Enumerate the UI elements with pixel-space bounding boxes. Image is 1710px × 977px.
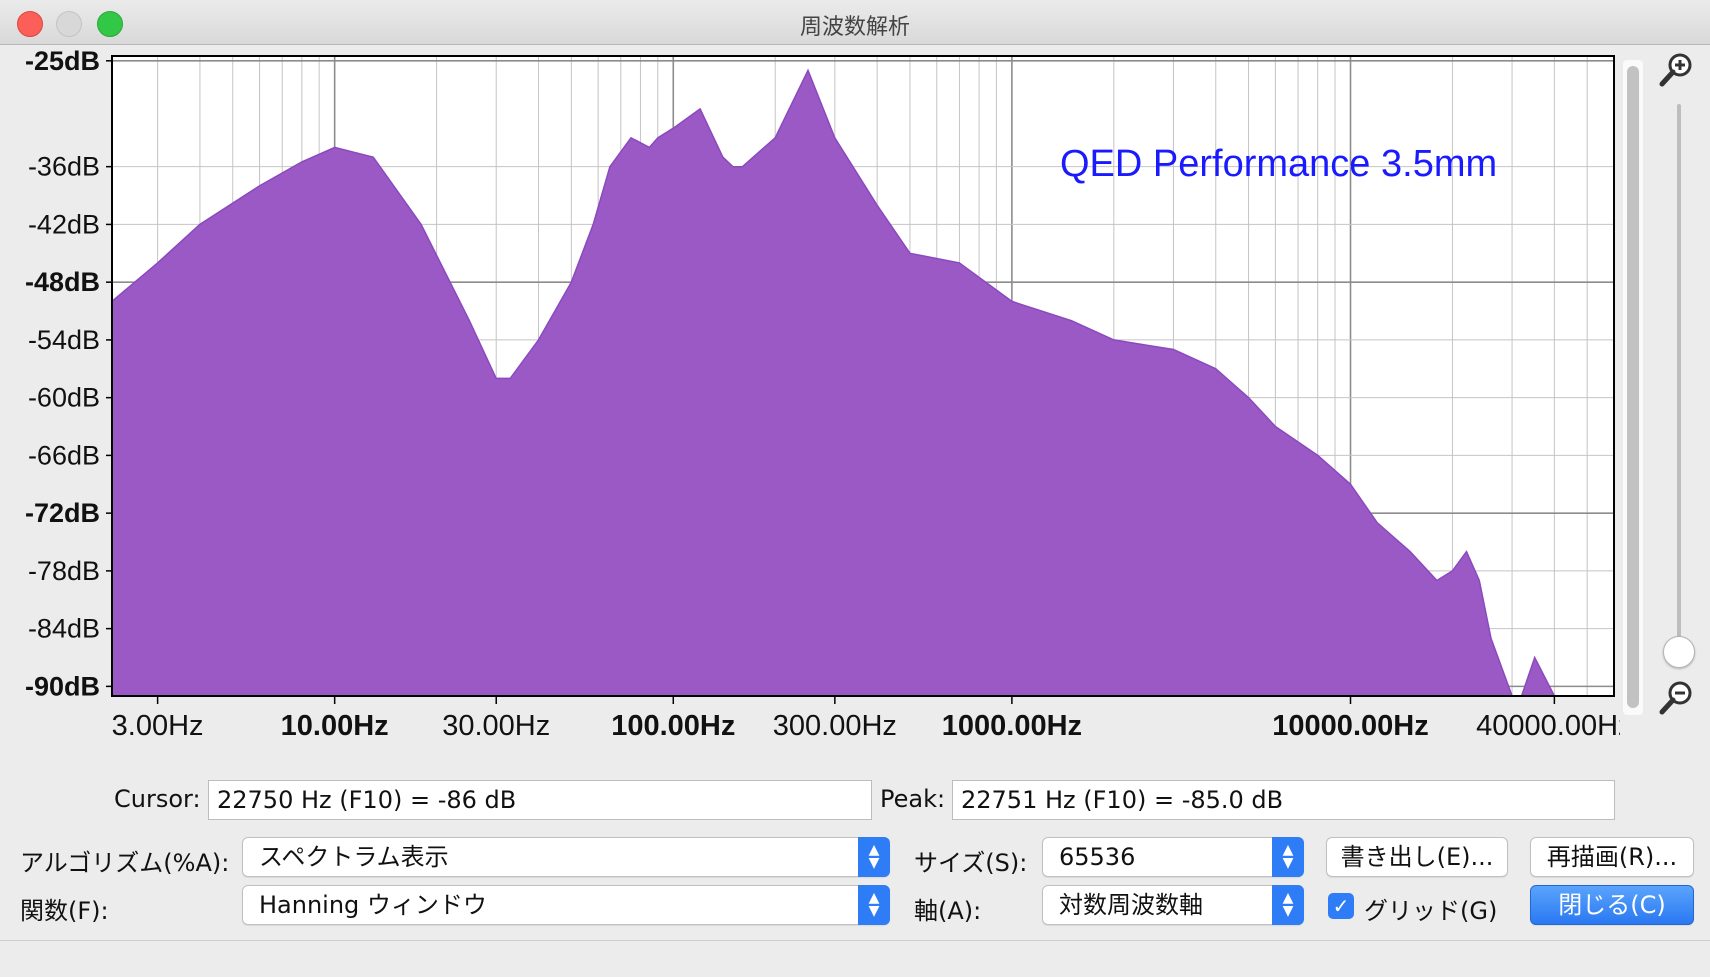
y-tick-label: -25dB bbox=[25, 46, 100, 76]
bottom-status-bar bbox=[0, 940, 1710, 977]
size-select[interactable]: 65536 ▲ ▼ bbox=[1042, 837, 1304, 877]
y-tick-label: -72dB bbox=[25, 498, 100, 528]
x-tick-label: 1000.00Hz bbox=[942, 710, 1082, 742]
spectrum-area bbox=[111, 68, 1614, 697]
y-tick-label: -54dB bbox=[28, 325, 100, 355]
x-tick-label: 40000.00Hz bbox=[1476, 710, 1620, 742]
x-tick-label: 30.00Hz bbox=[442, 710, 550, 742]
y-tick-label: -78dB bbox=[28, 556, 100, 586]
select-updown-icon: ▲ ▼ bbox=[1272, 885, 1304, 925]
y-tick-label: -84dB bbox=[28, 614, 100, 644]
y-tick-label: -42dB bbox=[28, 209, 100, 239]
peak-label: Peak: bbox=[880, 785, 946, 813]
y-tick-label: -66dB bbox=[28, 440, 100, 470]
zoom-slider-track[interactable] bbox=[1677, 104, 1681, 650]
size-label: サイズ(S): bbox=[914, 849, 1028, 877]
export-button[interactable]: 書き出し(E)... bbox=[1326, 837, 1508, 877]
zoom-in-icon[interactable] bbox=[1658, 50, 1696, 88]
x-tick-label: 10.00Hz bbox=[281, 710, 389, 742]
select-updown-icon: ▲ ▼ bbox=[1272, 837, 1304, 877]
chart-annotation: QED Performance 3.5mm bbox=[1060, 143, 1497, 185]
select-updown-icon: ▲ ▼ bbox=[858, 885, 890, 925]
close-window-button[interactable] bbox=[17, 11, 43, 37]
y-tick-label: -48dB bbox=[25, 267, 100, 297]
x-tick-label: 10000.00Hz bbox=[1272, 710, 1428, 742]
x-tick-label: 3.00Hz bbox=[112, 710, 204, 742]
spectrum-chart-area[interactable]: -25dB -36dB -42dB -48dB -54dB -60dB -66dB -72dB… bbox=[0, 44, 1633, 744]
grid-checkbox[interactable]: ✓ bbox=[1328, 893, 1354, 919]
cursor-label: Cursor: bbox=[114, 785, 201, 813]
function-select[interactable]: Hanning ウィンドウ ▲ ▼ bbox=[242, 885, 890, 925]
close-button[interactable]: 閉じる(C) bbox=[1530, 885, 1694, 925]
window-title: 周波数解析 bbox=[799, 15, 910, 40]
axis-value: 対数周波数軸 bbox=[1059, 891, 1203, 919]
checkmark-icon: ✓ bbox=[1332, 894, 1350, 918]
select-updown-icon: ▲ ▼ bbox=[858, 837, 890, 877]
axis-label: 軸(A): bbox=[914, 897, 982, 925]
spectrum-chart[interactable]: -25dB -36dB -42dB -48dB -54dB -60dB -66dB -72dB… bbox=[0, 44, 1633, 744]
zoom-window-button[interactable] bbox=[97, 11, 123, 37]
vertical-scrollbar[interactable] bbox=[1623, 60, 1643, 715]
minimize-window-button[interactable] bbox=[56, 11, 82, 37]
function-value: Hanning ウィンドウ bbox=[259, 891, 487, 919]
zoom-slider-knob[interactable] bbox=[1663, 636, 1695, 668]
algorithm-value: スペクトラム表示 bbox=[259, 843, 449, 871]
plot-frame bbox=[111, 55, 1615, 697]
grid-checkbox-label[interactable]: グリッド(G) bbox=[1364, 897, 1498, 925]
x-tick-label: 300.00Hz bbox=[773, 710, 897, 742]
algorithm-label: アルゴリズム(%A): bbox=[20, 849, 230, 877]
y-tick-label: -36dB bbox=[28, 152, 100, 182]
size-value: 65536 bbox=[1059, 843, 1136, 871]
y-tick-label: -90dB bbox=[25, 671, 100, 701]
vertical-scroll-thumb[interactable] bbox=[1627, 66, 1639, 708]
peak-readout-field[interactable]: 22751 Hz (F10) = -85.0 dB bbox=[952, 780, 1615, 820]
replot-button[interactable]: 再描画(R)... bbox=[1530, 837, 1694, 877]
axis-select[interactable]: 対数周波数軸 ▲ ▼ bbox=[1042, 885, 1304, 925]
function-label: 関数(F): bbox=[20, 897, 109, 925]
algorithm-select[interactable]: スペクトラム表示 ▲ ▼ bbox=[242, 837, 890, 877]
window-titlebar: 周波数解析 bbox=[0, 0, 1710, 45]
cursor-readout-field[interactable]: 22750 Hz (F10) = -86 dB bbox=[208, 780, 872, 820]
y-tick-label: -60dB bbox=[28, 383, 100, 413]
zoom-out-icon[interactable] bbox=[1658, 678, 1696, 716]
x-tick-label: 100.00Hz bbox=[611, 710, 735, 742]
